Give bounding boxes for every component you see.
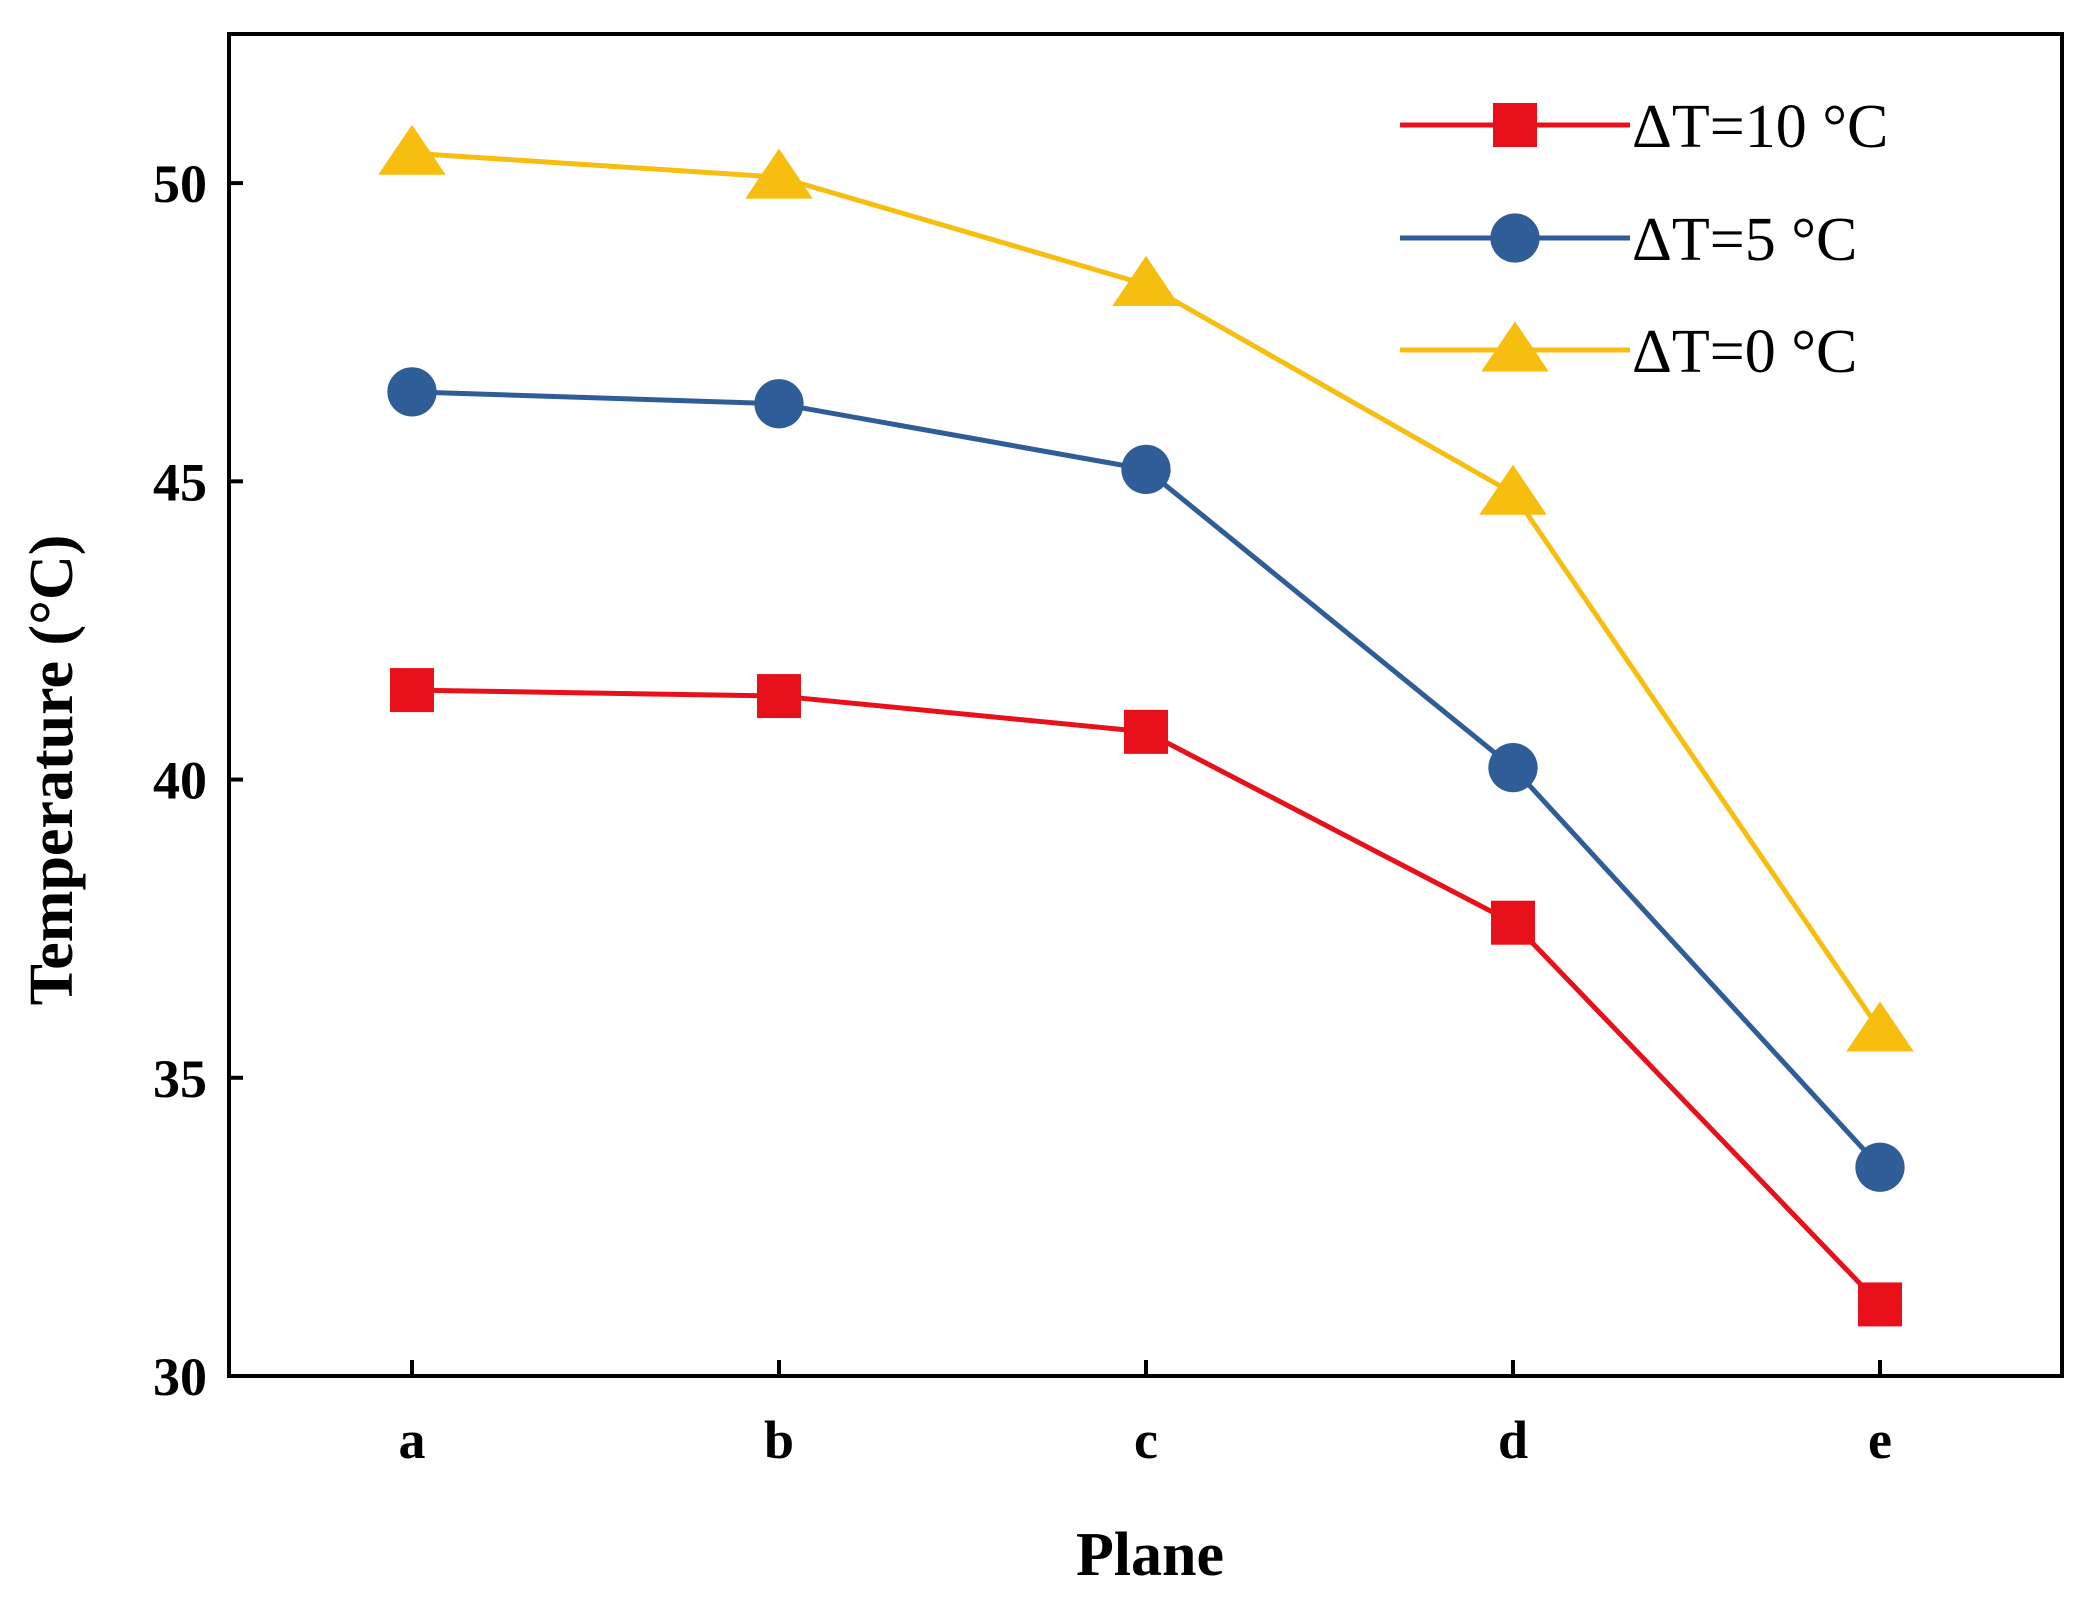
x-tick-label: d [1498,1410,1528,1470]
legend-marker [1490,213,1540,263]
data-point [1124,709,1168,754]
x-tick-label: e [1868,1410,1892,1470]
legend-marker [1493,103,1537,147]
series-2 [387,367,1905,1192]
legend-label: ΔT=0 °C [1632,318,1857,386]
data-point [387,367,437,417]
legend-entry: ΔT=0 °C [1400,318,1857,386]
series-line [411,687,1882,1307]
data-point [745,148,813,199]
legend-entry: ΔT=10 °C [1400,93,1888,161]
series-layer [378,124,1914,1327]
data-point [754,379,804,429]
data-point [390,668,434,713]
x-tick-label: c [1134,1410,1158,1470]
y-tick-label: 50 [153,154,207,214]
legend-entry: ΔT=5 °C [1400,206,1857,274]
y-tick-label: 30 [153,1347,207,1407]
data-point [1846,1001,1914,1052]
data-point [1488,742,1538,793]
series-line [411,389,1882,1169]
x-tick-label: a [399,1410,426,1470]
series-3 [378,124,1914,1052]
data-point [1479,464,1547,515]
data-point [378,124,446,175]
y-tick-label: 45 [153,452,207,512]
legend-label: ΔT=5 °C [1632,206,1857,274]
x-tick-label: b [764,1410,794,1470]
legend: ΔT=10 °C ΔT=5 °C ΔT=0 °C [1400,93,1888,386]
x-axis-title: Plane [1076,1521,1224,1589]
series-1 [390,668,1902,1327]
legend-marker [1481,321,1549,372]
data-point [757,674,801,719]
legend-label: ΔT=10 °C [1632,93,1888,161]
y-axis-title: Temperature (°C) [18,535,86,1006]
data-point [1112,255,1180,306]
data-point [1858,1282,1902,1327]
axes-layer: 30 35 40 45 50 a b c d e [153,32,2064,1470]
data-point [1855,1142,1905,1192]
y-tick-label: 40 [153,751,207,811]
y-tick-label: 35 [153,1049,207,1109]
data-point [1491,900,1535,945]
data-point [1121,444,1171,495]
